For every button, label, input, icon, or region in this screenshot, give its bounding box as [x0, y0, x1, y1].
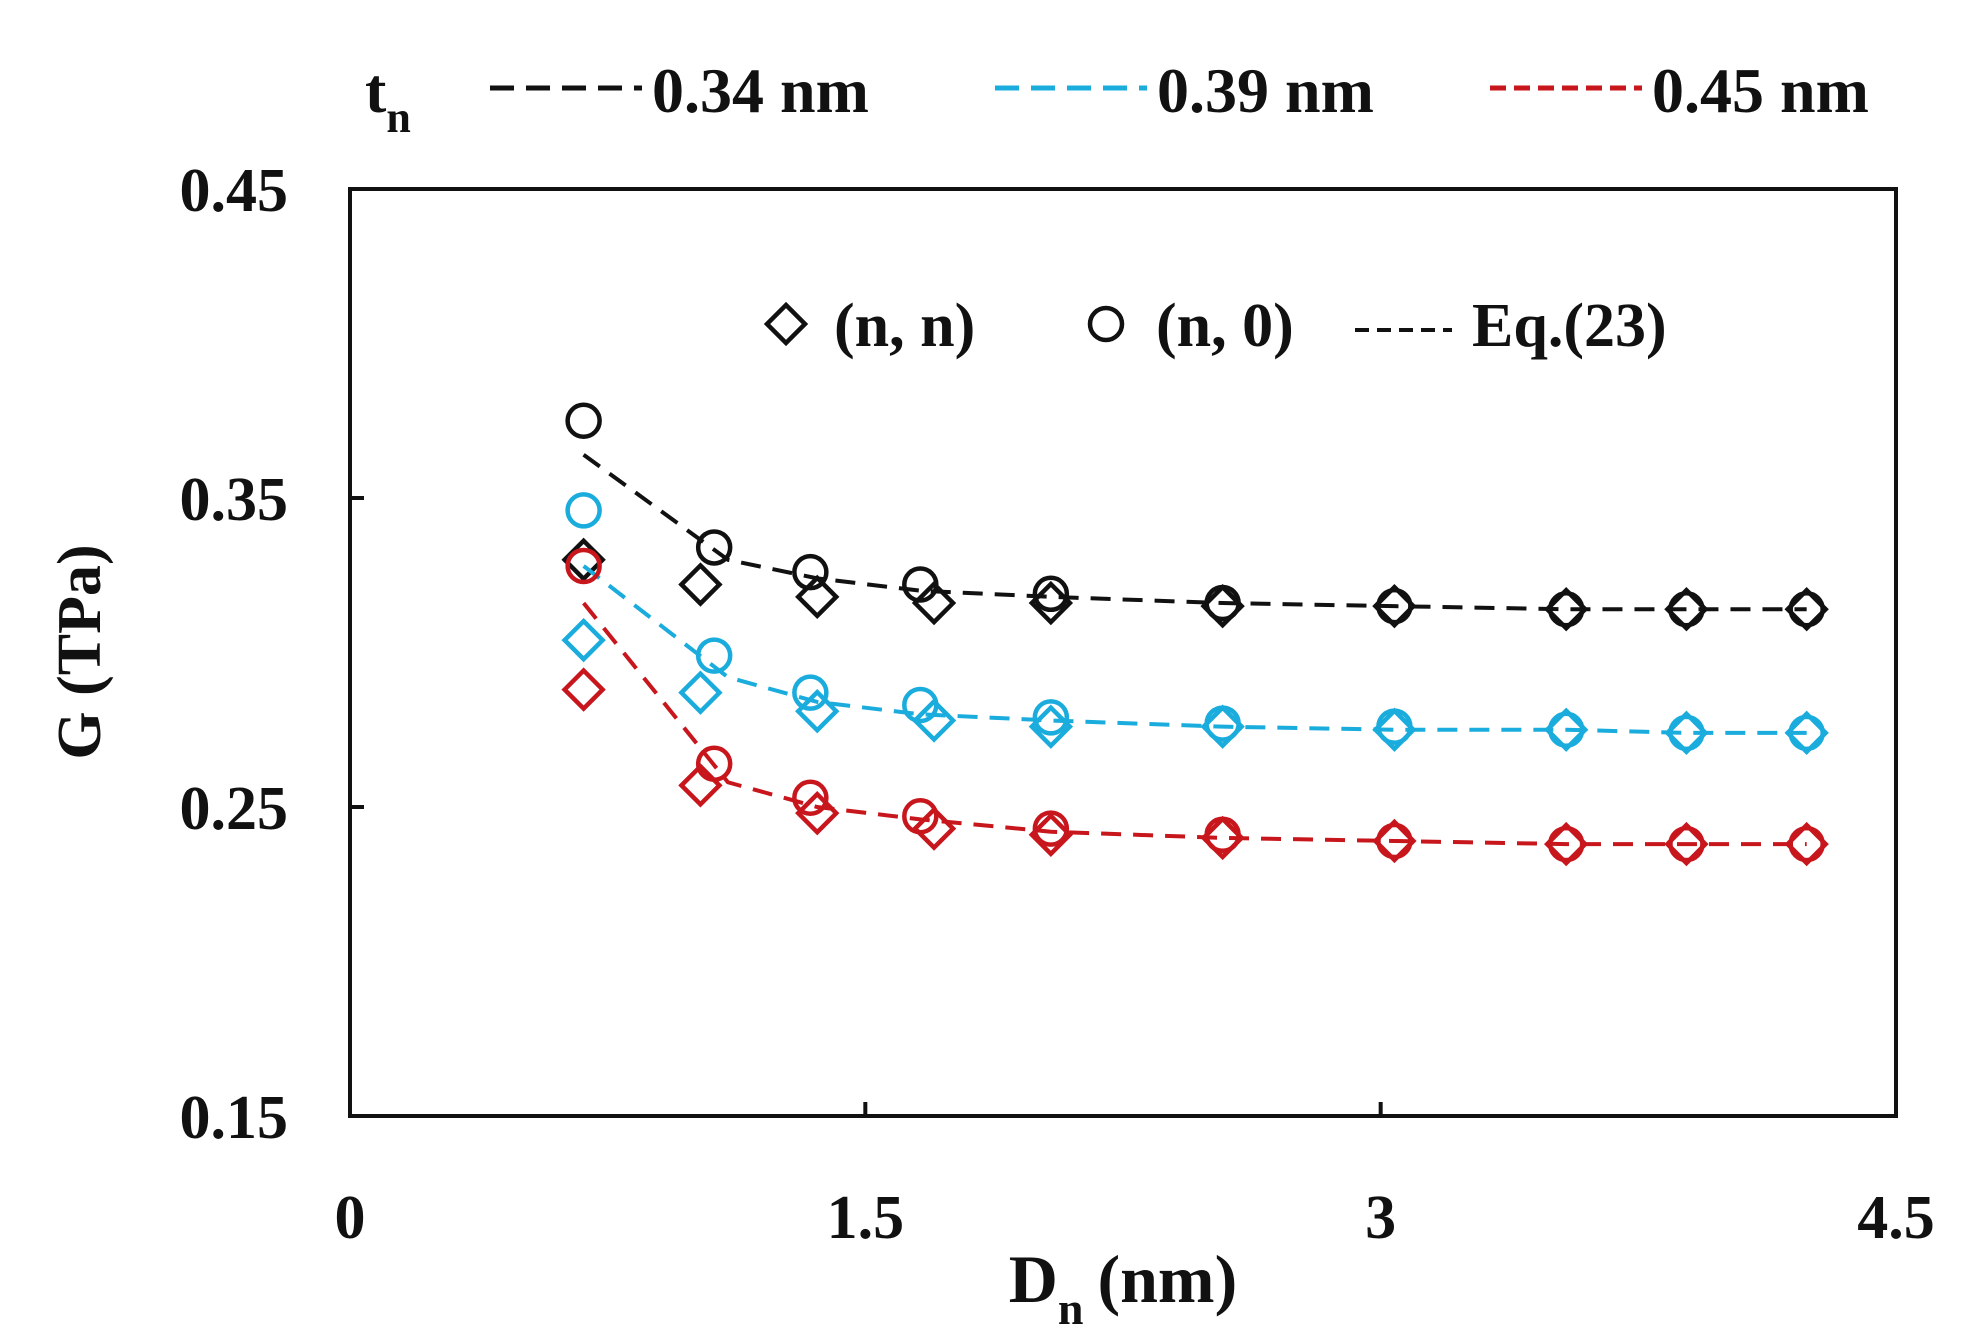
marker-circle-n0 [1788, 825, 1825, 863]
marker-circle-n0 [792, 779, 829, 816]
marker-diamond-nn [1372, 707, 1417, 752]
top-legend-title-sub: n [386, 93, 410, 142]
marker-circle-n0 [695, 745, 733, 782]
marker-circle-n0 [1547, 590, 1585, 628]
marker-circle-n0 [695, 529, 733, 566]
marker-diamond-nn [911, 806, 957, 851]
marker-diamond-nn [1200, 583, 1245, 629]
top-legend-title: tn [365, 55, 411, 142]
x-axis-label: Dn (nm) [1009, 1241, 1237, 1334]
top-legend-label: 0.39 nm [1157, 55, 1374, 126]
marker-diamond-nn [1028, 812, 1074, 857]
marker-circle-n0 [1668, 714, 1705, 752]
marker-circle-n0 [1547, 825, 1585, 863]
marker-circle-n0 [1788, 714, 1825, 752]
marker-circle-n0 [1668, 825, 1705, 863]
marker-circle-n0 [1032, 699, 1070, 736]
marker-diamond-nn [1028, 580, 1074, 626]
marker-circle-n0 [1668, 590, 1705, 628]
marker-circle-n0 [792, 674, 829, 711]
marker-circle-n0 [1032, 810, 1070, 847]
marker-diamond-nn [911, 580, 957, 626]
marker-circle-n0 [695, 637, 733, 674]
marker-circle-n0 [902, 798, 939, 835]
marker-circle-n0 [1032, 575, 1070, 613]
marker-circle-n0 [902, 566, 939, 603]
legend-circle-icon [1087, 305, 1125, 343]
x-tick-label: 0 [335, 1184, 366, 1252]
marker-circle-n0 [1376, 587, 1413, 625]
x-axis-label-sub: n [1058, 1283, 1084, 1334]
x-tick-label: 3 [1365, 1184, 1396, 1252]
marker-circle-n0 [1376, 822, 1413, 860]
top-legend-entries: 0.34 nm 0.39 nm 0.45 nm [490, 55, 1869, 126]
marker-circle-n0 [565, 402, 602, 439]
y-axis-label: G (TPa) [46, 544, 114, 759]
marker-diamond-nn [561, 617, 606, 663]
marker-diamond-nn [1200, 815, 1245, 861]
y-tick-label: 0.15 [180, 1084, 289, 1152]
x-axis: 0 1.5 3 4.5 [335, 1102, 1935, 1252]
marker-circle-n0 [1788, 590, 1825, 628]
marker-diamond-nn [1200, 704, 1245, 749]
y-tick-label: 0.45 [180, 157, 289, 225]
marker-legend-label: (n, 0) [1156, 292, 1294, 360]
marker-legend-label: Eq.(23) [1472, 292, 1667, 360]
x-tick-label: 4.5 [1857, 1184, 1935, 1252]
marker-diamond-nn [911, 698, 957, 743]
marker-circle-n0 [1547, 711, 1585, 748]
marker-diamond-nn [678, 562, 723, 607]
marker-circle-n0 [1376, 708, 1413, 745]
y-axis: 0.15 0.25 0.35 0.45 [180, 157, 364, 1152]
legend-diamond-icon [763, 301, 809, 347]
y-tick-label: 0.35 [180, 466, 289, 534]
marker-circle-n0 [1204, 705, 1241, 742]
marker-legend-label: (n, n) [834, 292, 975, 360]
marker-diamond-nn [1028, 704, 1074, 749]
marker-diamond-nn [561, 667, 606, 712]
top-legend: tn 0.34 nm 0.39 nm 0.45 nm [365, 55, 1869, 142]
series-group [561, 402, 1829, 867]
y-tick-label: 0.25 [180, 775, 289, 843]
marker-circle-n0 [565, 492, 602, 529]
marker-diamond-nn [795, 790, 840, 836]
x-axis-label-main: D [1009, 1241, 1058, 1317]
top-legend-title-main: t [365, 55, 387, 126]
marker-circle-n0 [1204, 816, 1241, 854]
marker-diamond-nn [678, 670, 723, 715]
marker-diamond-nn [795, 574, 840, 620]
top-legend-label: 0.34 nm [652, 55, 869, 126]
eq23-line-039nm [582, 564, 1807, 735]
x-tick-label: 1.5 [827, 1184, 905, 1252]
marker-circle-n0 [1204, 584, 1241, 622]
marker-circle-n0 [792, 553, 829, 591]
eq23-line-034nm [582, 453, 1807, 612]
marker-circle-n0 [565, 547, 602, 585]
marker-circle-n0 [902, 686, 939, 724]
marker-legend: (n, n) (n, 0) Eq.(23) [763, 292, 1667, 360]
plot-frame [348, 187, 1898, 1118]
top-legend-label: 0.45 nm [1652, 55, 1869, 126]
marker-diamond-nn [795, 689, 840, 734]
x-axis-label-unit: (nm) [1097, 1241, 1237, 1317]
eq23-line-045nm [582, 601, 1807, 847]
